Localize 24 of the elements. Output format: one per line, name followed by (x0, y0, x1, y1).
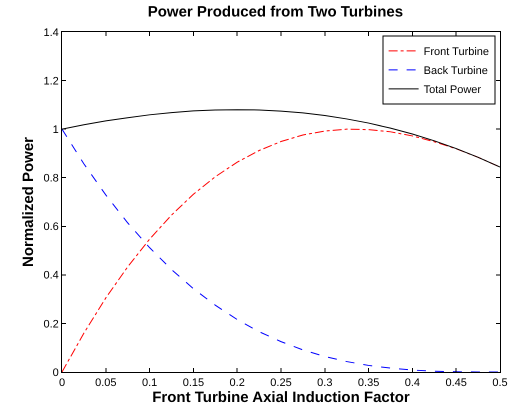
y-tick-label: 0.2 (44, 318, 59, 330)
x-tick-label: 0.1 (142, 377, 158, 390)
y-tick-label: 0 (52, 366, 59, 379)
y-axis-title: Normalized Power (20, 136, 37, 268)
x-tick-label: 0.5 (492, 377, 508, 390)
legend-label: Front Turbine (424, 46, 490, 58)
y-tick-label: 0.6 (44, 221, 59, 234)
chart-title: Power Produced from Two Turbines (148, 4, 404, 21)
y-tick-label: 1 (52, 124, 59, 136)
x-tick-label: 0.35 (358, 377, 380, 390)
x-tick-label: 0.15 (182, 377, 204, 390)
legend-label: Total Power (424, 84, 482, 96)
y-tick-label: 0.8 (44, 172, 59, 185)
x-tick-label: 0.3 (317, 377, 332, 390)
legend-label: Back Turbine (424, 65, 488, 78)
y-tick-label: 0.4 (44, 270, 59, 282)
y-tick-label: 1.2 (44, 75, 59, 88)
x-tick-label: 0.4 (404, 377, 420, 390)
x-tick-label: 0.2 (230, 377, 245, 390)
x-tick-label: 0.25 (270, 377, 292, 390)
y-tick-label: 1.4 (44, 26, 59, 39)
x-tick-label: 0.45 (445, 377, 467, 390)
x-axis-title: Front Turbine Axial Induction Factor (152, 389, 410, 406)
x-tick-label: 0.05 (95, 377, 117, 390)
